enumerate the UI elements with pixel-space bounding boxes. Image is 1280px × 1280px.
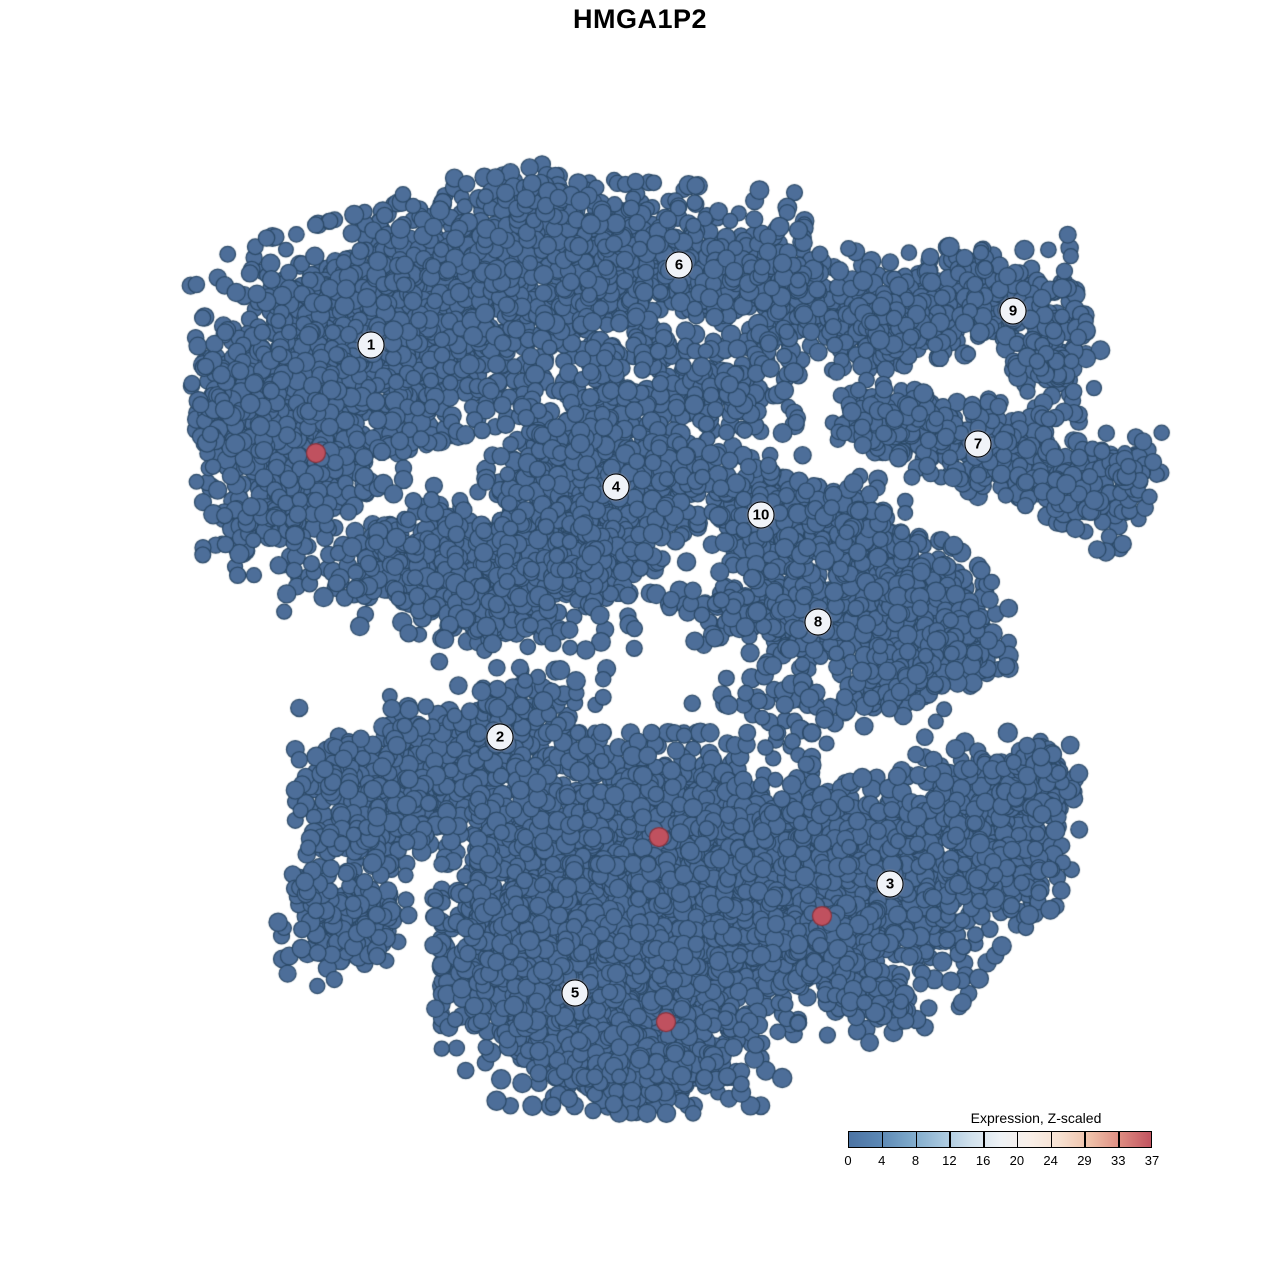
legend-tick-label-29: 29 [1077,1153,1092,1168]
legend-tick-line-20 [1016,1131,1019,1148]
cluster-label-3: 3 [876,870,904,898]
legend-gradient-bar [848,1131,1152,1148]
cluster-label-7: 7 [964,430,992,458]
legend-tick-line-4 [881,1131,884,1148]
legend-tick-label-12: 12 [942,1153,957,1168]
legend-tick-line-16 [983,1131,985,1148]
legend-tick-line-29 [1084,1131,1086,1148]
legend-title: Expression, Z-scaled [970,1110,1102,1126]
legend-tick-line-8 [915,1131,918,1148]
legend-tick-line-12 [949,1131,951,1148]
legend-tick-label-37: 37 [1144,1153,1160,1168]
cluster-label-2: 2 [486,723,514,751]
legend-tick-label-24: 24 [1043,1153,1058,1168]
cluster-label-8: 8 [804,608,832,636]
cluster-label-6: 6 [665,251,693,279]
cluster-label-5: 5 [561,979,589,1007]
cluster-label-9: 9 [999,297,1027,325]
legend-tick-line-33 [1118,1131,1120,1148]
legend-tick-label-0: 0 [844,1153,852,1168]
legend-tick-label-4: 4 [878,1153,886,1168]
legend-tick-label-16: 16 [975,1153,991,1168]
legend-tick-label-33: 33 [1110,1153,1126,1168]
page-title: HMGA1P2 [572,4,708,34]
legend-tick-label-20: 20 [1009,1153,1025,1168]
cluster-label-1: 1 [357,331,385,359]
cluster-label-4: 4 [602,473,630,501]
legend-tick-line-24 [1050,1131,1053,1148]
legend-tick-label-8: 8 [911,1153,920,1168]
cluster-label-10: 10 [747,501,775,529]
